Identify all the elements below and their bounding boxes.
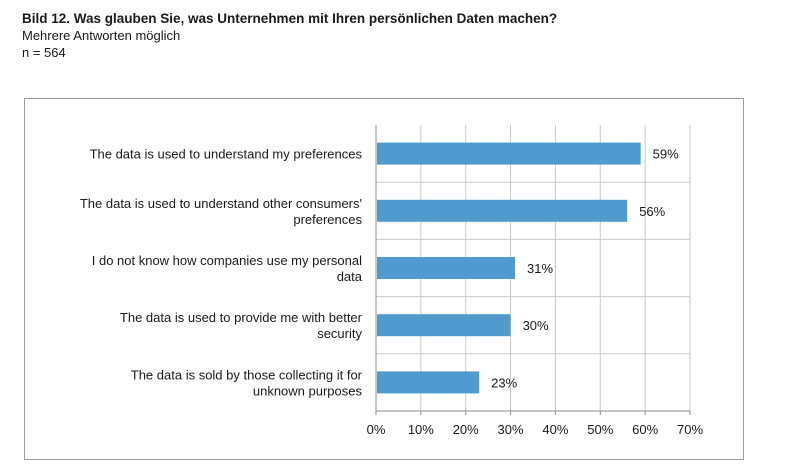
category-label: The data is sold by those collecting it … (131, 367, 363, 382)
bar (377, 257, 516, 279)
x-tick-label: 40% (542, 422, 568, 437)
category-label: data (337, 269, 363, 284)
x-tick-label: 10% (408, 422, 434, 437)
x-tick-label: 30% (498, 422, 524, 437)
value-label: 31% (527, 261, 553, 276)
bar (377, 199, 628, 222)
x-tick-label: 0% (367, 422, 386, 437)
bar (377, 371, 480, 394)
bar-chart: 0% 10% 20% 30% 40% 50% 60% 70% 59% The data is us… (80, 125, 703, 437)
bar (377, 314, 511, 337)
x-tick-label: 60% (632, 422, 658, 437)
sample-size: n = 564 (22, 45, 66, 60)
x-tick-label: 70% (677, 422, 703, 437)
category-label: The data is used to understand my prefer… (90, 147, 363, 162)
category-label: security (317, 326, 362, 341)
x-tick-label: 20% (453, 422, 479, 437)
category-label: The data is used to understand other con… (80, 196, 362, 211)
x-tick-label: 50% (587, 422, 613, 437)
category-label: The data is used to provide me with bett… (120, 310, 363, 325)
chart-header: Bild 12. Was glauben Sie, was Unternehme… (22, 10, 557, 61)
category-label: unknown purposes (253, 383, 363, 398)
value-label: 56% (639, 204, 665, 219)
chart-subtitle: Mehrere Antworten möglich (22, 28, 181, 43)
category-label: I do not know how companies use my perso… (92, 253, 362, 268)
bar (377, 142, 641, 165)
value-label: 23% (491, 375, 517, 390)
category-label: preferences (293, 212, 362, 227)
chart-frame: 0% 10% 20% 30% 40% 50% 60% 70% 59% The data is us… (24, 98, 744, 460)
value-label: 30% (523, 318, 549, 333)
value-label: 59% (653, 147, 679, 162)
chart-title: Bild 12. Was glauben Sie, was Unternehme… (22, 11, 558, 26)
